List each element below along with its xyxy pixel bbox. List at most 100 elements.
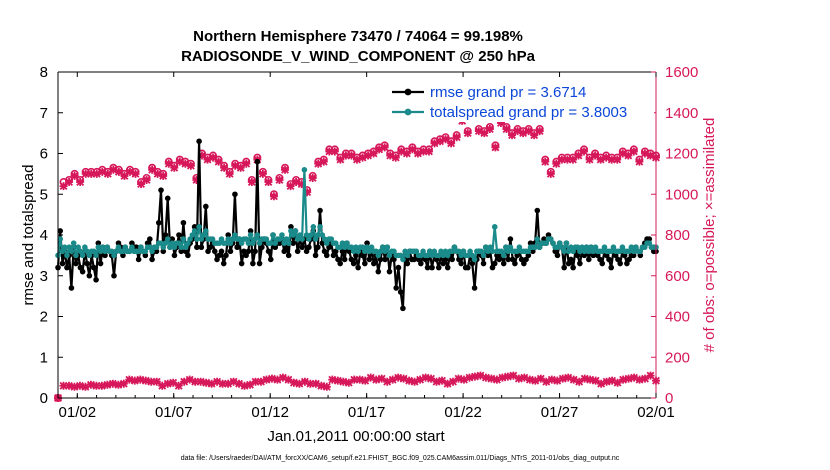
obs-assimilated-marker bbox=[574, 151, 583, 160]
rmse-point bbox=[597, 256, 603, 263]
obs-assimilated-marker bbox=[619, 375, 628, 384]
totalspread-point bbox=[75, 244, 81, 251]
rmse-point bbox=[144, 240, 151, 246]
rmse-point bbox=[359, 252, 366, 259]
obs-assimilated-marker bbox=[613, 378, 622, 387]
rmse-point bbox=[355, 264, 361, 271]
totalspread-point bbox=[169, 240, 176, 246]
totalspread-point bbox=[633, 244, 639, 251]
obs-assimilated-marker bbox=[103, 169, 112, 178]
rmse-point bbox=[603, 252, 610, 259]
totalspread-point bbox=[315, 232, 321, 238]
rmse-point bbox=[615, 256, 621, 263]
rmse-point bbox=[565, 260, 572, 267]
totalspread-point bbox=[438, 248, 444, 255]
rmse-point bbox=[164, 195, 171, 202]
rmse-point bbox=[321, 248, 328, 255]
totalspread-point bbox=[256, 240, 263, 246]
totalspread-point bbox=[456, 248, 462, 255]
rmse-point bbox=[252, 248, 258, 255]
y-axis-label-right: # of obs: o=possible; ×=assimilated bbox=[701, 118, 718, 353]
totalspread-point bbox=[254, 232, 261, 238]
obs-assimilated-marker bbox=[459, 375, 468, 384]
rmse-point bbox=[169, 236, 176, 242]
obs-assimilated-marker bbox=[575, 377, 584, 386]
rmse-point bbox=[397, 289, 404, 295]
obs-assimilated-marker bbox=[547, 375, 556, 384]
obs-assimilated-marker bbox=[292, 178, 301, 187]
rmse-point bbox=[570, 264, 576, 271]
totalspread-point bbox=[364, 244, 370, 251]
rmse-point bbox=[568, 256, 574, 263]
axes-layer: 01/02 01/07 01/12 01/17 01/22 01/27 02/0101234… bbox=[40, 64, 699, 421]
rmse-point bbox=[203, 203, 209, 210]
totalspread-point bbox=[91, 248, 97, 255]
totalspread-point bbox=[377, 248, 384, 255]
rmse-point bbox=[586, 256, 592, 263]
totalspread-point bbox=[187, 236, 193, 242]
obs-assimilated-marker bbox=[564, 373, 573, 382]
totalspread-point bbox=[57, 236, 64, 242]
obs-assimilated-marker bbox=[509, 371, 518, 380]
rmse-point bbox=[370, 260, 377, 267]
y-right-tick-label: 1000 bbox=[665, 186, 698, 203]
totalspread-point bbox=[59, 248, 66, 255]
obs-assimilated-marker bbox=[278, 373, 287, 382]
obs-assimilated-marker bbox=[491, 143, 500, 152]
totalspread-point bbox=[628, 244, 635, 251]
totalspread-point bbox=[149, 248, 155, 255]
obs-assimilated-marker bbox=[181, 159, 190, 168]
totalspread-point bbox=[61, 244, 68, 251]
rmse-point bbox=[393, 285, 399, 291]
obs-assimilated-marker bbox=[530, 131, 539, 140]
rmse-point bbox=[211, 248, 218, 255]
totalspread-point bbox=[129, 244, 135, 251]
totalspread-point bbox=[68, 248, 75, 255]
totalspread-point bbox=[66, 244, 72, 251]
y-left-tick-label: 0 bbox=[40, 390, 48, 407]
totalspread-point bbox=[108, 248, 115, 255]
obs-assimilated-marker bbox=[424, 147, 433, 156]
rmse-point bbox=[93, 277, 99, 283]
obs-assimilated-marker bbox=[163, 379, 172, 388]
totalspread-point bbox=[465, 252, 471, 259]
obs-assimilated-marker bbox=[247, 178, 256, 187]
obs-assimilated-marker bbox=[391, 153, 400, 162]
totalspread-point bbox=[185, 240, 191, 246]
rmse-point bbox=[312, 252, 319, 259]
rmse-point bbox=[574, 252, 581, 259]
totalspread-point bbox=[79, 252, 86, 259]
obs-assimilated-marker bbox=[131, 169, 140, 178]
obs-assimilated-marker bbox=[602, 153, 611, 162]
y-right-tick-label: 200 bbox=[665, 349, 690, 366]
totalspread-point bbox=[420, 248, 426, 255]
rmse-point bbox=[332, 248, 339, 255]
rmse-point bbox=[626, 256, 632, 263]
rmse-point bbox=[232, 191, 238, 198]
rmse-point bbox=[534, 207, 541, 214]
obs-assimilated-marker bbox=[330, 147, 339, 156]
obs-assimilated-marker bbox=[213, 377, 222, 386]
totalspread-point bbox=[556, 240, 563, 246]
obs-assimilated-marker bbox=[86, 380, 95, 389]
obs-assimilated-marker bbox=[591, 376, 600, 385]
rmse-point bbox=[489, 264, 496, 271]
rmse-point bbox=[512, 260, 518, 267]
obs-assimilated-marker bbox=[344, 378, 353, 387]
obs-assimilated-marker bbox=[386, 151, 395, 160]
obs-assimilated-marker bbox=[269, 192, 278, 201]
rmse-point bbox=[606, 256, 612, 263]
totalspread-point bbox=[404, 252, 411, 259]
totalspread-point bbox=[142, 248, 149, 255]
rmse-point bbox=[485, 252, 491, 259]
y-right-tick-label: 800 bbox=[665, 227, 690, 244]
totalspread-point bbox=[362, 248, 368, 255]
totalspread-point bbox=[73, 252, 79, 259]
obs-assimilated-marker bbox=[214, 157, 223, 166]
rmse-point bbox=[247, 228, 254, 234]
totalspread-point bbox=[290, 232, 296, 238]
totalspread-point bbox=[229, 236, 236, 242]
totalspread-point bbox=[182, 244, 189, 251]
obs-assimilated-marker bbox=[624, 374, 633, 383]
obs-assimilated-marker bbox=[413, 149, 422, 158]
